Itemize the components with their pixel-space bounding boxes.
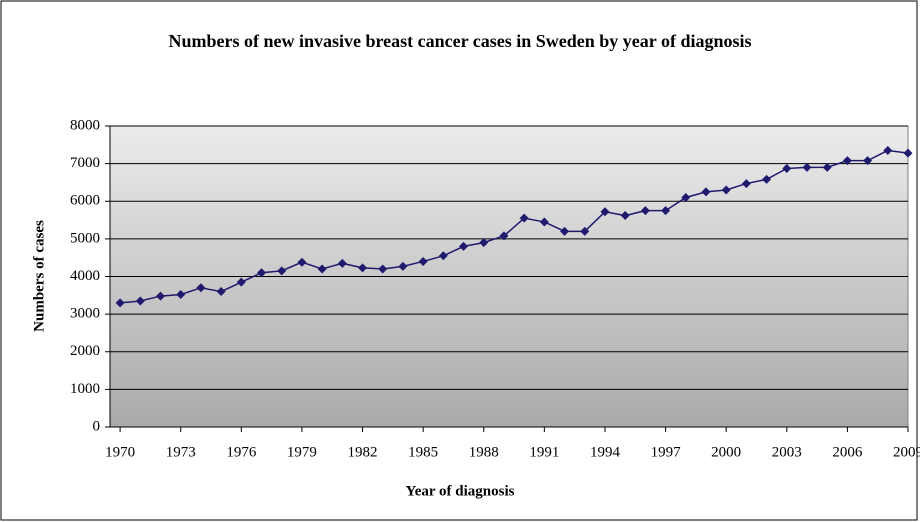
data-point — [721, 185, 731, 195]
data-point — [903, 148, 913, 158]
y-tick-label: 8000 — [70, 117, 100, 133]
data-point — [479, 238, 489, 248]
data-point — [681, 192, 691, 202]
data-point — [782, 164, 792, 174]
x-tick-label: 2003 — [772, 444, 802, 460]
y-tick-label: 3000 — [70, 306, 100, 322]
data-point — [358, 263, 368, 273]
data-point — [438, 251, 448, 261]
x-tick-label: 1985 — [408, 444, 438, 460]
y-tick-label: 6000 — [70, 193, 100, 209]
data-point — [580, 226, 590, 236]
data-point — [863, 156, 873, 166]
data-point — [378, 264, 388, 274]
x-tick-label: 1982 — [348, 444, 378, 460]
x-tick-label: 1988 — [469, 444, 499, 460]
data-point — [762, 174, 772, 184]
y-tick-label: 1000 — [70, 381, 100, 397]
data-point — [620, 211, 630, 221]
y-tick-label: 2000 — [70, 343, 100, 359]
data-point — [539, 217, 549, 227]
y-tick-label: 5000 — [70, 230, 100, 246]
data-point — [741, 179, 751, 189]
series-line — [120, 149, 909, 304]
data-point — [600, 207, 610, 217]
y-tick-label: 0 — [93, 418, 101, 434]
data-point — [802, 162, 812, 172]
data-point — [277, 266, 287, 276]
data-point — [640, 206, 650, 216]
x-axis-label: Year of diagnosis — [406, 483, 515, 499]
data-point — [560, 226, 570, 236]
x-tick-label: 1997 — [651, 444, 682, 460]
data-point — [661, 206, 671, 216]
data-point — [236, 277, 246, 287]
data-point — [499, 231, 509, 241]
data-point — [115, 298, 125, 308]
x-tick-label: 1994 — [590, 444, 621, 460]
data-point — [519, 213, 529, 223]
y-tick-label: 4000 — [70, 268, 100, 284]
data-point — [337, 258, 347, 268]
data-point — [156, 291, 166, 301]
data-point — [297, 257, 307, 267]
x-tick-label: 2006 — [832, 444, 863, 460]
x-tick-label: 1973 — [166, 444, 196, 460]
data-point — [257, 268, 267, 278]
data-point — [135, 296, 145, 306]
chart-title: Numbers of new invasive breast cancer ca… — [168, 31, 752, 51]
y-axis-label: Numbers of cases — [31, 220, 47, 332]
data-point — [842, 156, 852, 166]
data-point — [216, 287, 226, 297]
data-point — [822, 162, 832, 172]
y-tick-label: 7000 — [70, 155, 100, 171]
x-tick-label: 1979 — [287, 444, 317, 460]
data-point — [701, 187, 711, 197]
data-point — [317, 264, 327, 274]
data-point — [398, 261, 408, 271]
x-tick-label: 1976 — [226, 444, 257, 460]
x-tick-label: 1991 — [529, 444, 559, 460]
data-point — [418, 256, 428, 266]
x-tick-label: 2000 — [711, 444, 741, 460]
data-point — [176, 290, 186, 300]
data-point — [883, 145, 893, 155]
x-tick-label: 1970 — [105, 444, 135, 460]
x-tick-label: 2009 — [893, 444, 920, 460]
data-point — [196, 283, 206, 293]
data-point — [459, 241, 469, 251]
